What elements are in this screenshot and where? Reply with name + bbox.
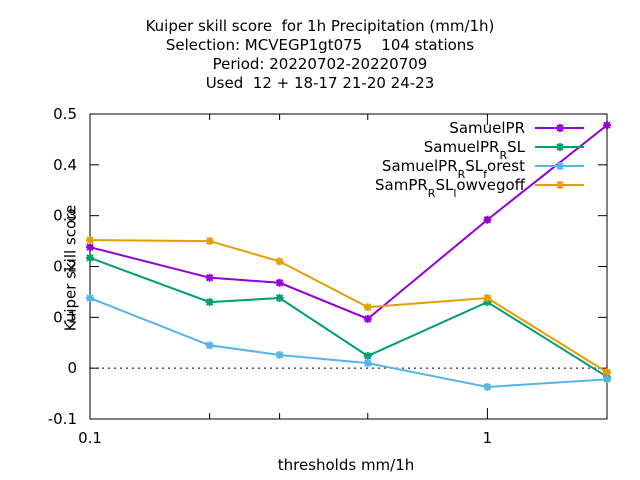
series-point: [603, 375, 611, 384]
legend-label-text: SamuelPR: [449, 119, 525, 137]
marker-stroke: [556, 124, 564, 132]
legend-marker: [556, 143, 564, 151]
legend-label: SamuelPRRSL: [424, 138, 526, 162]
chart-title: Kuiper skill score for 1h Precipitation …: [0, 17, 640, 93]
legend-label-text: orest: [487, 157, 525, 175]
x-tick-label: 0.1: [78, 429, 102, 447]
y-tick-label: -0.1: [48, 410, 77, 428]
legend-label-subscript: l: [453, 187, 456, 200]
marker-stroke: [205, 298, 214, 306]
marker-stroke: [364, 303, 372, 311]
series-point: [483, 215, 492, 224]
series-point: [205, 237, 214, 246]
series-point: [363, 359, 372, 368]
marker-stroke: [483, 294, 492, 302]
series-point: [86, 253, 94, 262]
marker-stroke: [86, 294, 94, 302]
legend-marker: [556, 124, 564, 132]
marker-stroke: [364, 359, 372, 367]
legend: SamuelPRSamuelPRRSLSamuelPRRSLforestSamP…: [375, 119, 584, 200]
y-tick-label: 0.4: [53, 156, 77, 174]
marker-stroke: [603, 375, 611, 384]
series-point: [363, 351, 372, 360]
y-tick-label: 0: [67, 359, 77, 377]
marker-stroke: [275, 279, 284, 287]
marker-stroke: [556, 181, 564, 189]
series-line: [89, 297, 608, 388]
legend-label-text: owvegoff: [456, 176, 525, 194]
legend-label-text: SL: [465, 157, 484, 175]
marker-stroke: [86, 243, 94, 251]
title-line-3: Period: 20220702-20220709: [212, 55, 428, 73]
marker-stroke: [556, 143, 564, 151]
series-point: [275, 350, 284, 359]
marker-stroke: [556, 162, 564, 170]
series-line: [89, 124, 608, 321]
series-point: [483, 382, 492, 391]
marker-stroke: [603, 368, 611, 376]
legend-label-text: SamuelPR: [382, 157, 458, 175]
series-point: [275, 278, 284, 287]
series-line: [89, 256, 608, 378]
marker-stroke: [603, 121, 611, 129]
series-line: [89, 239, 608, 374]
marker-stroke: [205, 237, 214, 245]
series-layer: [86, 121, 611, 391]
legend-label-text: SL: [435, 176, 454, 194]
series-point: [205, 298, 214, 307]
marker-stroke: [205, 273, 214, 282]
marker-stroke: [364, 352, 372, 360]
legend-label-text: SL: [507, 138, 526, 156]
series-point: [205, 273, 214, 282]
legend-marker: [556, 162, 564, 170]
legend-label: SamuelPR: [449, 119, 525, 137]
legend-label-text: SamPR: [375, 176, 428, 194]
series-point: [483, 294, 492, 303]
series-point: [275, 294, 284, 303]
series-point: [363, 314, 372, 323]
marker-stroke: [86, 254, 94, 262]
marker-stroke: [483, 383, 492, 391]
series-point: [86, 236, 94, 245]
series-point: [86, 243, 94, 252]
x-tick-label: 1: [483, 429, 493, 447]
legend-marker: [556, 181, 564, 189]
series-point: [86, 294, 94, 303]
legend-label: SamuelPRRSLforest: [382, 157, 525, 181]
marker-stroke: [483, 216, 492, 224]
marker-stroke: [275, 257, 284, 266]
y-tick-label: 0.1: [53, 308, 77, 326]
marker-stroke: [364, 315, 372, 323]
series-point: [603, 368, 611, 377]
y-tick-label: 0.3: [53, 207, 77, 225]
y-tick-label: 0.5: [53, 105, 77, 123]
x-axis-label: thresholds mm/1h: [277, 456, 415, 474]
series-point: [275, 257, 284, 266]
title-line-4: Used 12 + 18-17 21-20 24-23: [205, 74, 435, 92]
marker-stroke: [205, 341, 214, 349]
marker-stroke: [275, 351, 284, 359]
axes: -0.1 0 0.1 0.2 0.3 0.4 0.5 0.1 1: [48, 105, 608, 447]
y-tick-label: 0.2: [53, 258, 77, 276]
legend-label: SamPRRSLlowvegoff: [375, 176, 526, 200]
marker-stroke: [86, 236, 94, 244]
marker-stroke: [275, 294, 284, 302]
legend-label-text: SamuelPR: [424, 138, 500, 156]
legend-label-subscript: R: [428, 187, 436, 200]
legend-label-subscript: R: [458, 168, 466, 181]
series-point: [205, 341, 214, 350]
series-point: [363, 303, 372, 312]
legend-label-subscript: f: [483, 168, 488, 181]
title-line-1: Kuiper skill score for 1h Precipitation …: [145, 17, 495, 35]
legend-label-subscript: R: [499, 149, 507, 162]
series-point: [603, 121, 611, 130]
title-line-2: Selection: MCVEGP1gt075 104 stations: [165, 36, 475, 54]
